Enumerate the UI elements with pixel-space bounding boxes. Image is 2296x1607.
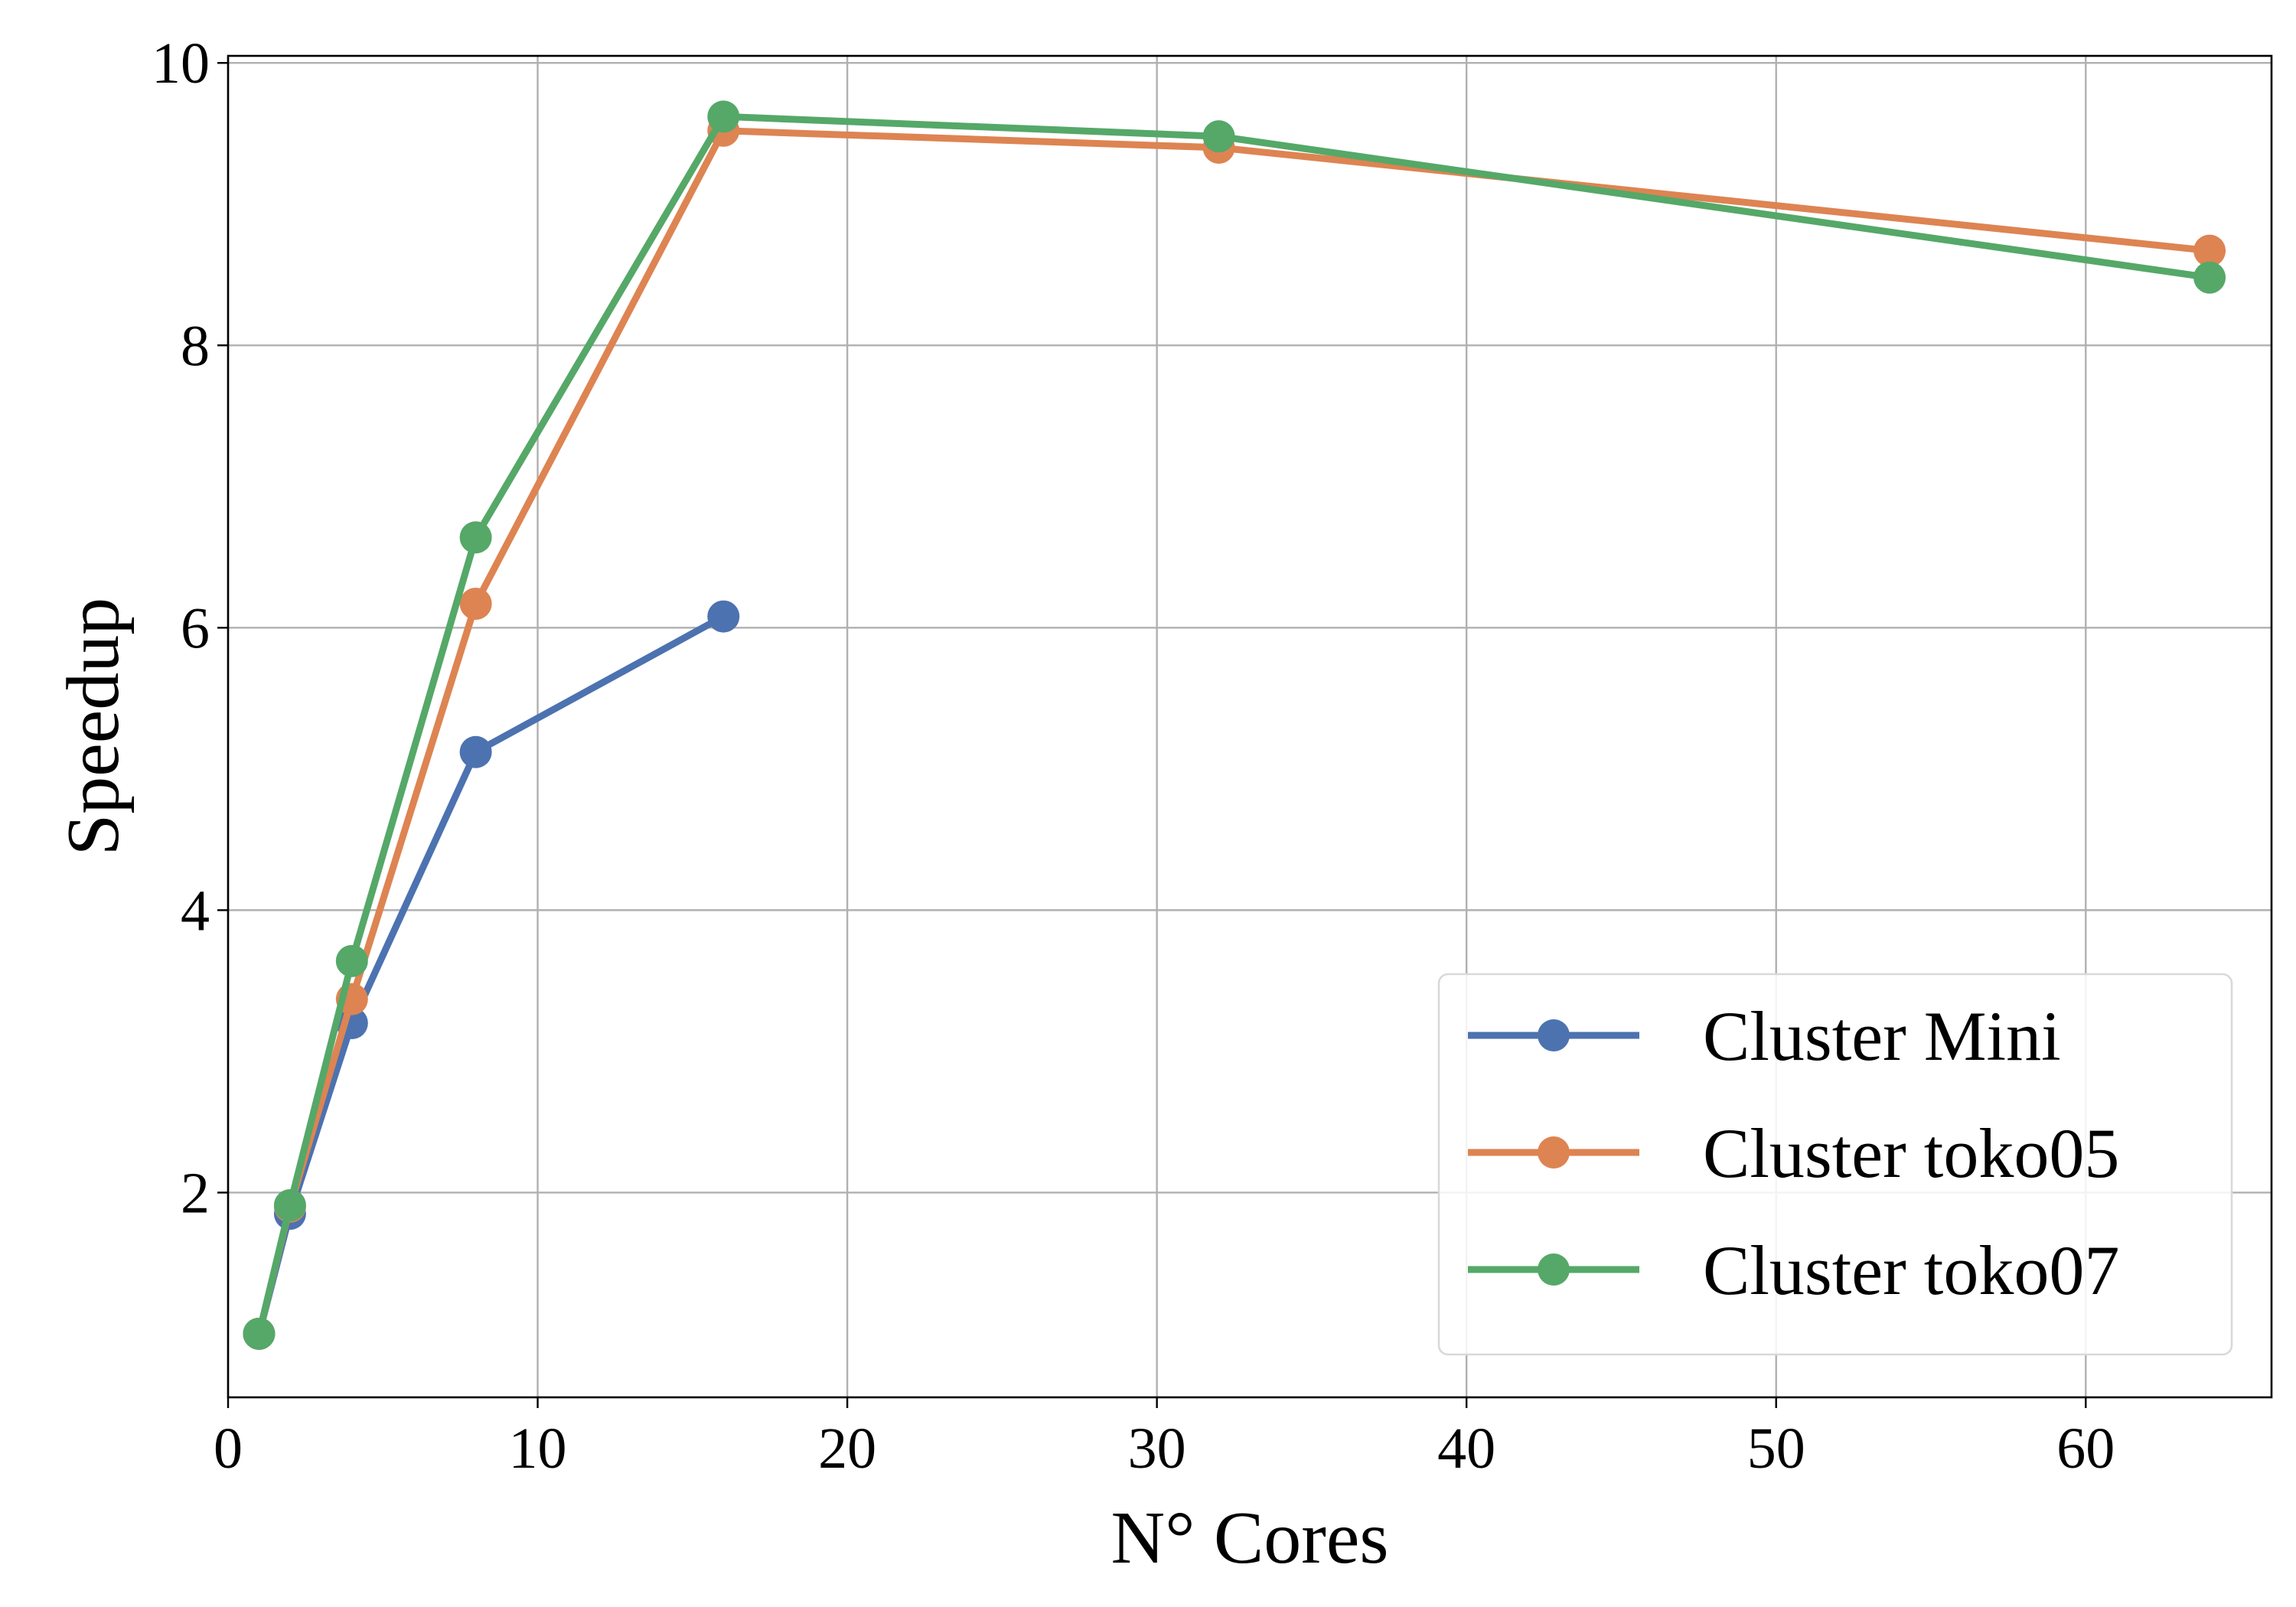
legend-item: Cluster toko05	[1468, 1114, 2119, 1192]
x-tick-label: 20	[818, 1416, 876, 1481]
data-point	[459, 587, 492, 620]
x-tick-label: 30	[1128, 1416, 1186, 1481]
x-tick-label: 0	[214, 1416, 243, 1481]
legend: Cluster Mini Cluster toko05 Cluster toko07	[1437, 973, 2233, 1356]
series-3	[243, 100, 2226, 1350]
legend-box	[1437, 973, 2233, 1356]
data-point	[273, 1189, 306, 1222]
x-axis-title: N° Cores	[1110, 1497, 1388, 1579]
legend-swatch-marker	[1538, 1019, 1570, 1051]
legend-swatch-marker	[1538, 1253, 1570, 1286]
legend-swatch-marker	[1538, 1136, 1570, 1169]
axis-tick-labels: 0 10 20 30 40 50 60 2 4 6 8 10	[152, 31, 2115, 1481]
data-point	[707, 100, 740, 133]
data-point	[459, 735, 492, 768]
grid-lines	[227, 56, 2272, 1397]
y-tick-label: 8	[181, 314, 210, 378]
x-tick-label: 50	[1747, 1416, 1805, 1481]
y-tick-label: 6	[181, 596, 210, 660]
data-point	[335, 944, 368, 977]
legend-label: Cluster toko07	[1703, 1231, 2119, 1309]
y-tick-label: 2	[181, 1161, 210, 1225]
data-point	[243, 1317, 276, 1350]
y-tick-label: 10	[152, 31, 210, 96]
plot-frame	[227, 54, 2273, 1399]
x-tick-label: 60	[2056, 1416, 2115, 1481]
legend-label: Cluster toko05	[1703, 1114, 2119, 1192]
data-point	[459, 521, 492, 554]
y-axis-title: Speedup	[52, 598, 135, 856]
x-tick-label: 10	[509, 1416, 567, 1481]
data-point	[1202, 120, 1235, 153]
data-point	[707, 600, 740, 633]
series-group	[243, 100, 2226, 1350]
legend-label: Cluster Mini	[1703, 997, 2061, 1075]
data-point	[2193, 261, 2226, 294]
legend-item: Cluster Mini	[1468, 997, 2061, 1075]
axis-ticks	[217, 62, 2087, 1408]
legend-item: Cluster toko07	[1468, 1231, 2119, 1309]
data-point	[2193, 234, 2226, 267]
x-tick-label: 40	[1437, 1416, 1495, 1481]
y-tick-label: 4	[181, 878, 210, 943]
